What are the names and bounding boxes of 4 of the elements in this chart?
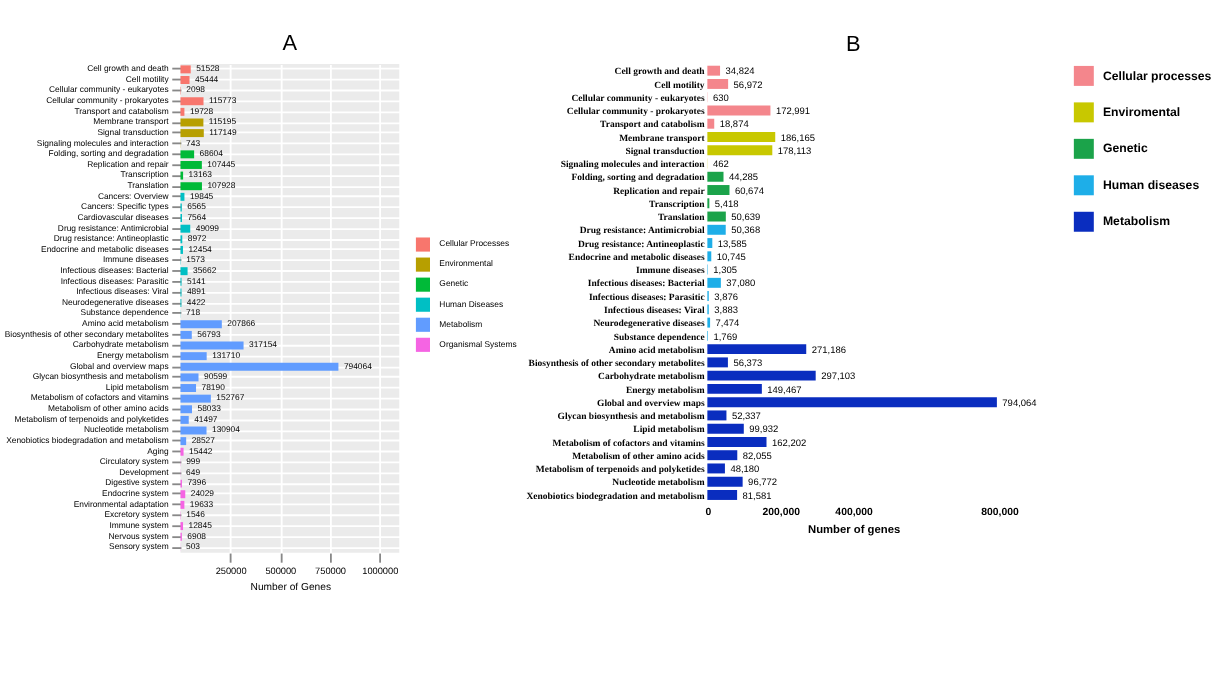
bar — [707, 211, 726, 222]
bar — [707, 118, 715, 129]
chart-title: A — [282, 32, 299, 57]
chart-title: B — [845, 33, 861, 58]
